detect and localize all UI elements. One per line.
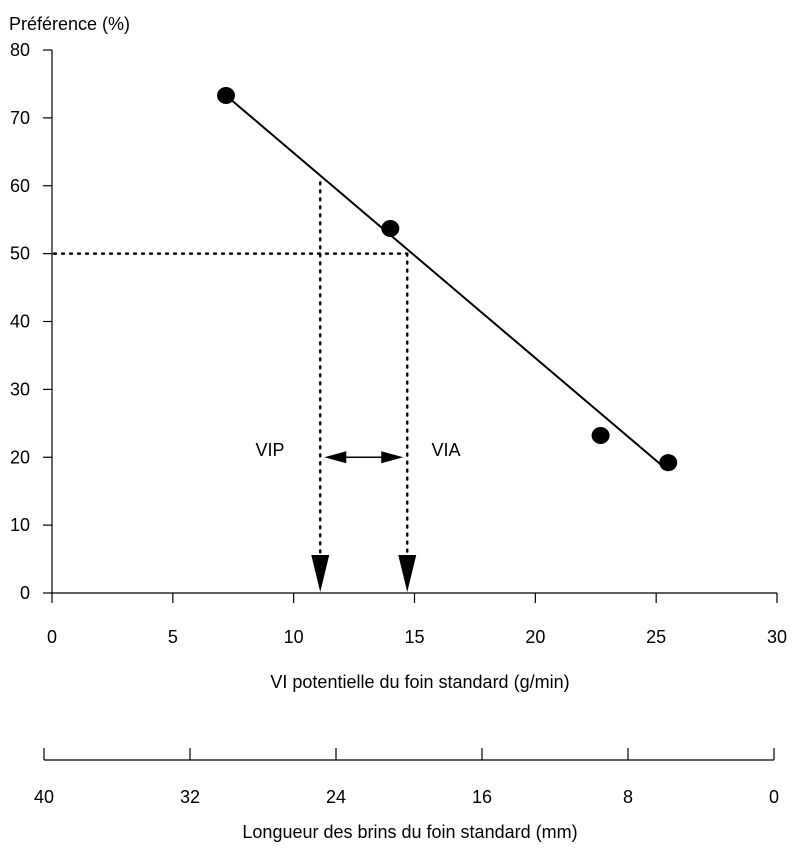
x-tick-label: 10 xyxy=(284,627,304,647)
data-point xyxy=(591,427,610,445)
vip-arrowhead xyxy=(311,555,330,592)
y-tick-label: 20 xyxy=(10,447,30,467)
y-tick-label: 60 xyxy=(10,176,30,196)
via-annotation: VIA xyxy=(431,440,460,460)
y-tick-label: 80 xyxy=(10,40,30,60)
x-tick-label: 30 xyxy=(767,627,787,647)
data-point xyxy=(217,86,235,104)
x-tick-label: 0 xyxy=(47,627,57,647)
secondary-axis-tick-label: 16 xyxy=(472,787,492,807)
secondary-axis-title: Longueur des brins du foin standard (mm) xyxy=(242,822,577,842)
secondary-axis-tick-label: 8 xyxy=(623,787,633,807)
x-axis-title: VI potentielle du foin standard (g/min) xyxy=(270,672,569,692)
x-tick-label: 5 xyxy=(168,627,178,647)
secondary-axis-tick-label: 0 xyxy=(769,787,779,807)
y-axis-title: Préférence (%) xyxy=(9,14,130,34)
y-tick-label: 0 xyxy=(20,583,30,603)
data-point xyxy=(381,220,400,238)
span-arrowhead-left xyxy=(324,451,347,464)
y-tick-label: 10 xyxy=(10,515,30,535)
fit-line xyxy=(225,94,669,472)
x-tick-label: 20 xyxy=(525,627,545,647)
y-tick-label: 70 xyxy=(10,108,30,128)
y-tick-label: 50 xyxy=(10,244,30,264)
secondary-axis-tick-label: 24 xyxy=(326,787,346,807)
y-tick-label: 40 xyxy=(10,312,30,332)
data-point xyxy=(659,454,678,472)
secondary-axis-tick-label: 32 xyxy=(180,787,200,807)
x-tick-label: 15 xyxy=(404,627,424,647)
y-tick-label: 30 xyxy=(10,379,30,399)
span-arrowhead-right xyxy=(381,451,404,464)
x-tick-label: 25 xyxy=(646,627,666,647)
via-arrowhead xyxy=(398,555,417,592)
vip-annotation: VIP xyxy=(255,440,284,460)
secondary-axis-tick-label: 40 xyxy=(34,787,54,807)
